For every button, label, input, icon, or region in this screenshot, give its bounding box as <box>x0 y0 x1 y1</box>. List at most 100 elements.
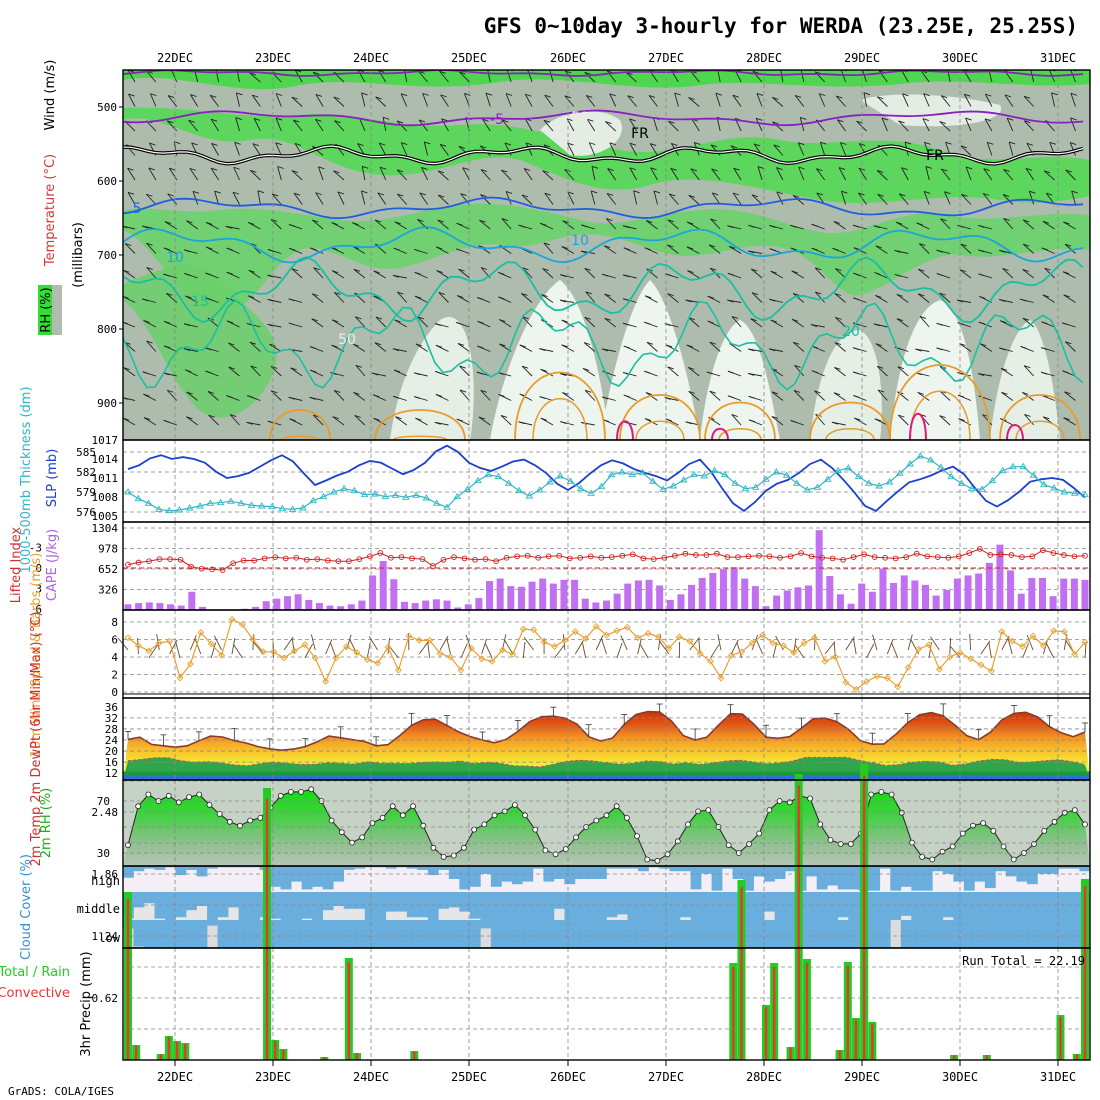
barb-flag <box>127 167 134 171</box>
rh2m-marker <box>1041 828 1048 834</box>
barb-shaft <box>919 316 930 328</box>
barb-flag <box>793 390 801 393</box>
slp-series <box>124 444 1089 514</box>
barb-flag <box>272 193 279 197</box>
temp-contour-30 <box>635 420 685 440</box>
barb-flag <box>623 345 630 349</box>
barb-flag <box>1004 94 1012 98</box>
li-marker <box>598 554 605 561</box>
barb-shaft <box>858 192 867 205</box>
barb-flag <box>1007 117 1014 121</box>
cloud-bar <box>890 892 902 920</box>
lifted-index-series <box>123 546 1090 573</box>
barb-flag <box>560 421 567 425</box>
thickness-marker <box>525 492 534 499</box>
barb-flag <box>267 323 274 327</box>
barb-flag <box>581 224 588 228</box>
barb-shaft <box>1064 391 1076 401</box>
cape-bar <box>794 587 802 610</box>
cloud-bar <box>322 920 334 948</box>
barb-shaft <box>418 71 428 83</box>
thickness-marker <box>813 483 822 490</box>
li-marker <box>840 556 846 563</box>
wind10-barb <box>930 636 940 651</box>
wind-barb <box>293 192 303 205</box>
wind-barb <box>811 223 825 230</box>
thickness-marker <box>793 479 801 486</box>
rh2m-marker <box>216 811 223 817</box>
thickness-axis-label: 1000-500mb Thickness (dm) <box>19 386 34 573</box>
barb-flag <box>646 220 653 224</box>
cloud-bar <box>690 920 702 948</box>
barb-flag <box>233 166 240 170</box>
li-marker <box>650 556 657 562</box>
wind10-marker <box>915 645 923 653</box>
thickness-marker <box>865 479 873 486</box>
barb-flag <box>873 323 880 327</box>
barb-flag <box>422 92 429 96</box>
wind-barb <box>901 167 909 181</box>
li-marker <box>461 555 468 562</box>
barb-flag <box>622 298 630 302</box>
li-marker <box>156 556 163 562</box>
cloud-bar <box>333 866 345 882</box>
rh2m-marker <box>888 791 895 798</box>
wind-barb <box>667 366 679 377</box>
wind10-marker <box>395 666 402 674</box>
barb-shaft <box>123 269 136 279</box>
barb-shaft <box>814 390 826 401</box>
wind-barb <box>226 247 240 254</box>
barb-shaft <box>983 168 993 181</box>
barb-flag <box>957 224 964 228</box>
barb-shaft <box>459 389 470 401</box>
barb-shaft <box>312 219 324 230</box>
li-marker <box>619 552 626 559</box>
cloud-bar <box>165 920 176 948</box>
wind-barb <box>166 389 178 401</box>
barb-shaft <box>360 190 366 205</box>
cloud-bar <box>869 866 881 891</box>
barb-flag <box>518 224 525 228</box>
wind10-marker <box>166 637 174 645</box>
temp-contour-minus10 <box>123 70 1084 77</box>
wind-barb <box>165 292 178 303</box>
barb-flag <box>270 218 278 222</box>
cape-tick-label: 1304 <box>92 522 119 535</box>
cloud-bar <box>690 892 702 920</box>
barb-flag <box>415 343 422 347</box>
barb-flag <box>1063 294 1070 298</box>
wind-barb <box>584 316 596 328</box>
cloud-bar <box>417 866 429 870</box>
barb-flag <box>623 247 630 251</box>
rh2m-marker <box>338 829 345 836</box>
cape-tick-label: 652 <box>98 563 118 576</box>
cloud-bar <box>1026 866 1038 885</box>
barb-shaft <box>396 169 408 181</box>
bottom-date-label: 25DEC <box>451 1070 487 1084</box>
barb-flag <box>820 141 827 145</box>
cape-bar <box>656 585 664 610</box>
wind-barb <box>184 273 198 279</box>
cloud-bar <box>123 866 134 878</box>
wind-barb <box>232 191 240 205</box>
wind10-marker <box>238 621 246 629</box>
wind-barb <box>983 168 993 181</box>
wind-barb <box>374 219 387 230</box>
cape-bar <box>539 578 547 610</box>
barb-shaft <box>315 94 324 107</box>
li-marker <box>829 555 836 562</box>
wind-barb <box>818 93 826 107</box>
li-marker <box>808 553 815 560</box>
wind-barb <box>1040 371 1055 377</box>
cloud-bar <box>942 866 954 874</box>
wind-barb <box>650 167 658 181</box>
wind10-barb <box>1046 643 1055 659</box>
barb-flag <box>688 97 695 100</box>
li-marker <box>177 556 184 563</box>
barb-shaft <box>944 191 951 205</box>
wind-barb <box>835 316 846 328</box>
barb-shaft <box>791 318 805 328</box>
wind-barb <box>290 367 303 377</box>
barb-flag <box>210 118 218 122</box>
